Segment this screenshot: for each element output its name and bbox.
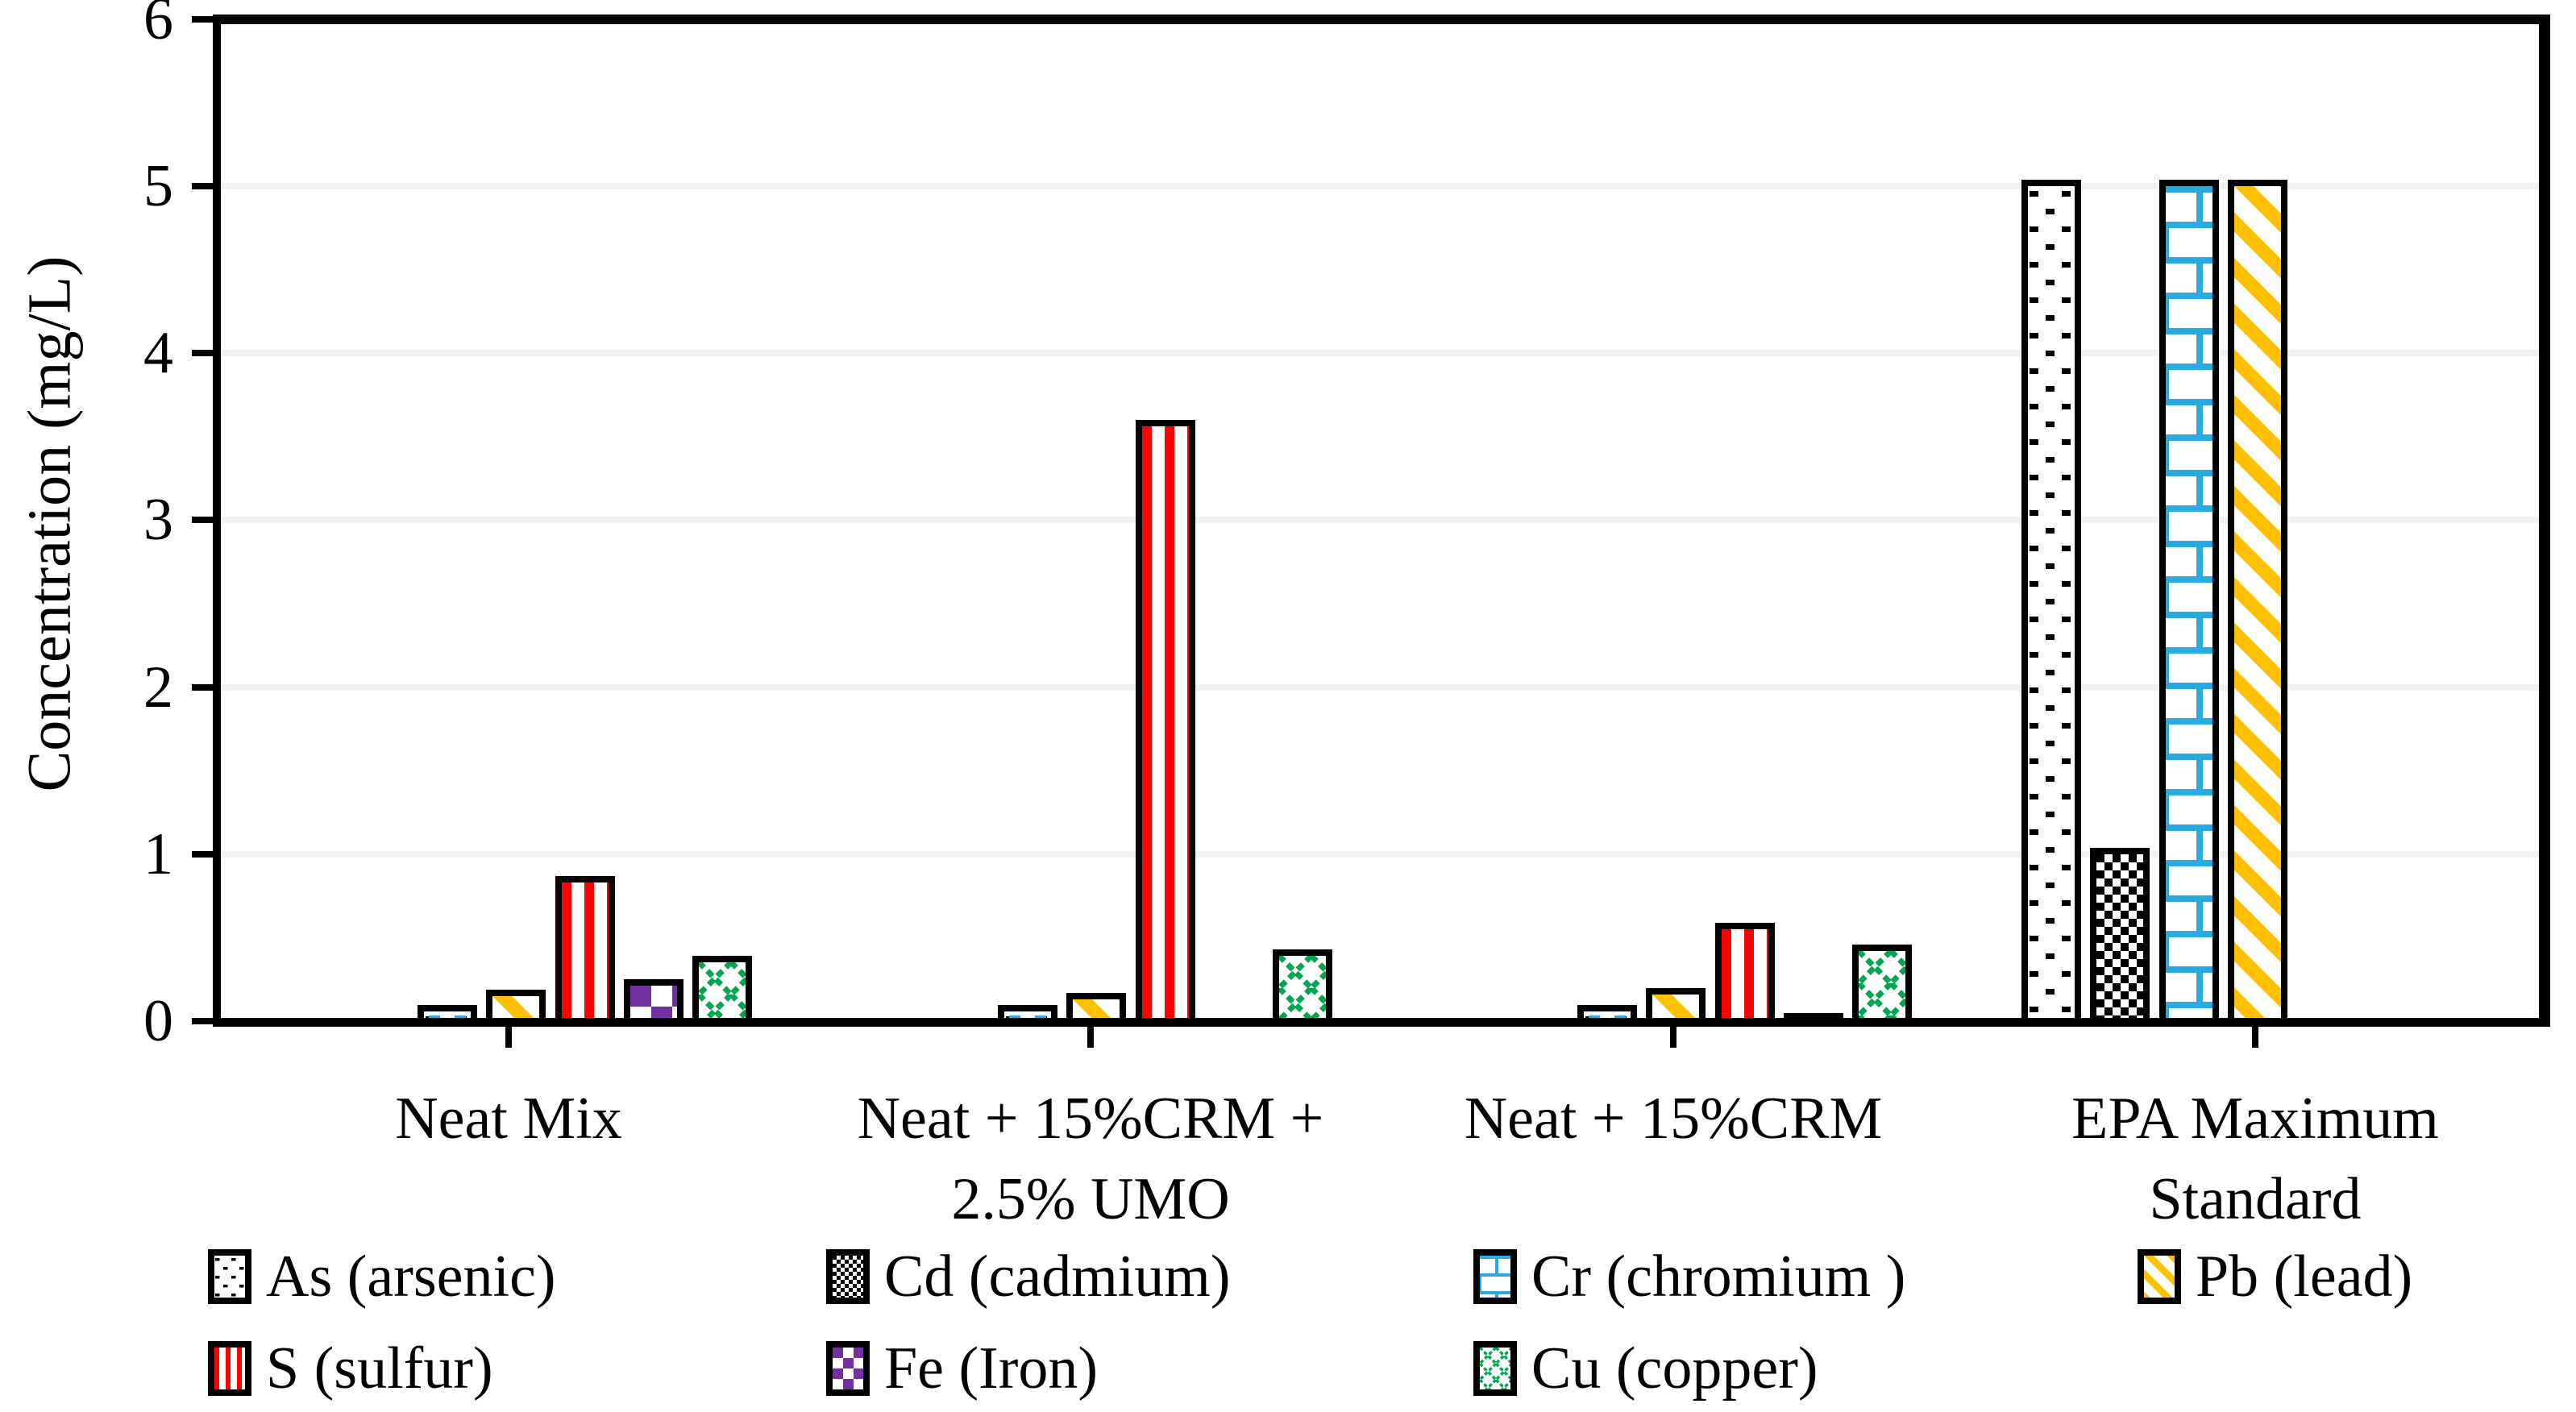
gridline bbox=[218, 350, 2549, 357]
category-label-3: Neat + 15%CRM bbox=[1464, 1086, 1883, 1152]
legend-item-cr: Cr (chromium ) bbox=[1473, 1244, 1906, 1310]
legend-swatch-fe bbox=[826, 1341, 870, 1396]
y-tick-label: 6 bbox=[143, 0, 173, 52]
bar-cu-group2 bbox=[1273, 949, 1332, 1021]
y-axis-tick bbox=[192, 517, 218, 524]
bar-cu-group1 bbox=[692, 956, 752, 1021]
y-axis-tick bbox=[192, 1018, 218, 1024]
category-label-2: Neat + 15%CRM +2.5% UMO bbox=[857, 1086, 1324, 1232]
bar-as-group4 bbox=[2021, 180, 2081, 1021]
axis-top-border bbox=[213, 15, 2550, 24]
y-tick-label: 5 bbox=[143, 153, 173, 219]
legend-swatch-pb bbox=[2138, 1249, 2181, 1304]
y-axis-tick bbox=[192, 15, 218, 23]
y-tick-label: 0 bbox=[143, 988, 173, 1054]
bar-s-group3 bbox=[1715, 923, 1775, 1021]
gridline bbox=[218, 183, 2549, 189]
x-axis-tick bbox=[2252, 1022, 2258, 1048]
bar-pb-group4 bbox=[2228, 180, 2287, 1021]
legend-label-s: S (sulfur) bbox=[266, 1335, 493, 1402]
legend-label-cd: Cd (cadmium) bbox=[884, 1244, 1231, 1310]
bar-cr-group4 bbox=[2159, 180, 2219, 1021]
x-axis-tick bbox=[1670, 1022, 1676, 1048]
gridline bbox=[218, 517, 2549, 524]
y-axis-tick bbox=[192, 683, 218, 691]
legend-label-fe: Fe (Iron) bbox=[884, 1335, 1099, 1402]
legend-label-as: As (arsenic) bbox=[266, 1244, 556, 1310]
category-label-1: Neat Mix bbox=[395, 1086, 622, 1152]
legend-label-pb: Pb (lead) bbox=[2196, 1244, 2413, 1310]
legend-swatch-cu bbox=[1473, 1341, 1517, 1396]
legend-label-cu: Cu (copper) bbox=[1531, 1335, 1818, 1402]
category-label-4: EPA Maximum Standard bbox=[2071, 1086, 2439, 1232]
gridline bbox=[218, 683, 2549, 691]
legend-item-cd: Cd (cadmium) bbox=[826, 1244, 1231, 1310]
y-tick-label: 2 bbox=[143, 654, 173, 721]
y-tick-label: 3 bbox=[143, 487, 173, 554]
bar-pb-group1 bbox=[486, 990, 546, 1021]
legend-item-s: S (sulfur) bbox=[208, 1335, 493, 1402]
axis-right-border bbox=[2539, 15, 2550, 1027]
legend-item-fe: Fe (Iron) bbox=[826, 1335, 1099, 1402]
y-tick-label: 4 bbox=[143, 320, 173, 387]
x-axis-tick bbox=[505, 1022, 512, 1048]
bar-cd-group4 bbox=[2090, 848, 2150, 1021]
bar-s-group1 bbox=[555, 876, 615, 1021]
legend-item-pb: Pb (lead) bbox=[2138, 1244, 2413, 1310]
bar-pb-group3 bbox=[1646, 988, 1706, 1021]
legend-item-as: As (arsenic) bbox=[208, 1244, 556, 1310]
legend-swatch-cd bbox=[826, 1249, 870, 1304]
bar-pb-group2 bbox=[1066, 993, 1126, 1021]
legend-label-cr: Cr (chromium ) bbox=[1531, 1244, 1906, 1310]
gridline bbox=[218, 850, 2549, 858]
y-axis-line bbox=[213, 15, 221, 1027]
legend-swatch-s bbox=[208, 1341, 251, 1396]
y-axis-tick bbox=[192, 183, 218, 189]
x-axis-tick bbox=[1087, 1022, 1094, 1048]
bar-cu-group3 bbox=[1852, 945, 1912, 1021]
legend-item-cu: Cu (copper) bbox=[1473, 1335, 1818, 1402]
bar-s-group2 bbox=[1136, 420, 1195, 1021]
bar-fe-group1 bbox=[624, 979, 683, 1021]
x-axis-line bbox=[213, 1018, 2550, 1027]
legend-swatch-as bbox=[208, 1249, 251, 1304]
y-axis-tick bbox=[192, 350, 218, 357]
y-axis-tick bbox=[192, 850, 218, 858]
y-tick-label: 1 bbox=[143, 820, 173, 887]
legend-swatch-cr bbox=[1473, 1249, 1517, 1304]
